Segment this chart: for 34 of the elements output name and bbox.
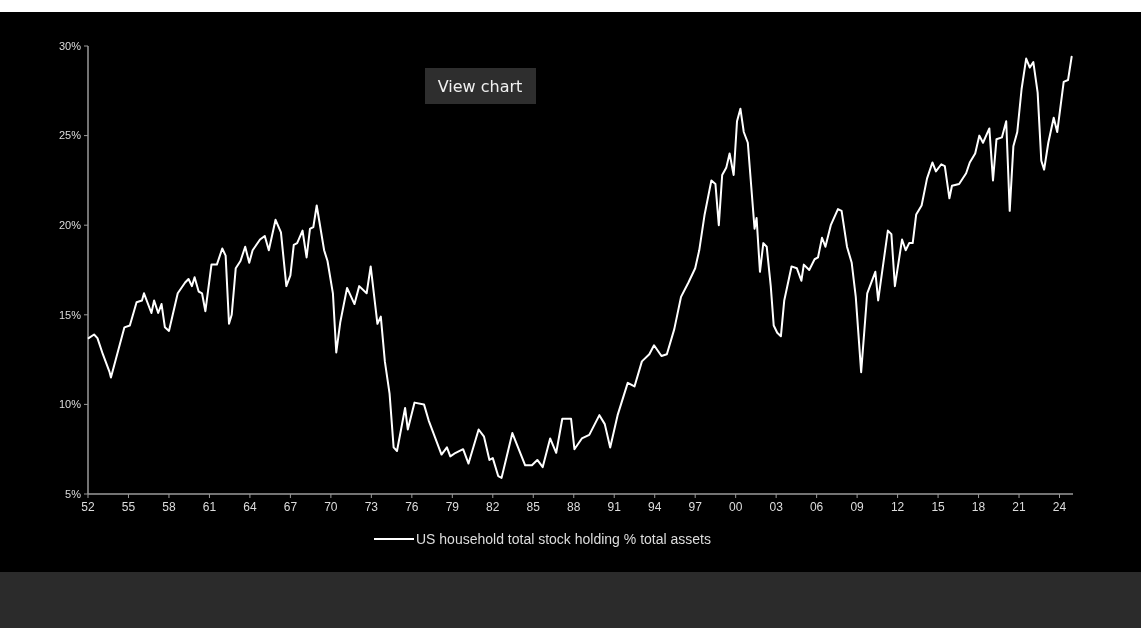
x-tick-label: 82 xyxy=(486,500,500,514)
x-tick-label: 24 xyxy=(1052,500,1067,514)
legend-label: US household total stock holding % total assets xyxy=(416,530,711,547)
y-tick-label: 25% xyxy=(58,129,82,142)
y-tick-label: 15% xyxy=(58,308,82,321)
x-tick-label: 12 xyxy=(890,500,905,514)
x-tick-label: 73 xyxy=(364,500,379,514)
x-tick-label: 76 xyxy=(405,500,419,514)
annotation: View chart xyxy=(437,76,523,96)
x-tick-label: 03 xyxy=(769,500,784,514)
y-tick-label: 30% xyxy=(58,39,82,52)
x-tick-label: 58 xyxy=(162,500,176,514)
x-tick-label: 61 xyxy=(202,500,217,514)
x-tick-label: 15 xyxy=(931,500,946,514)
x-tick-label: 67 xyxy=(283,500,298,514)
x-tick-label: 55 xyxy=(121,500,136,514)
x-tick-label: 91 xyxy=(607,500,622,514)
x-tick-label: 94 xyxy=(648,500,662,514)
x-tick-label: 06 xyxy=(809,500,824,514)
x-tick-label: 88 xyxy=(567,500,581,514)
y-tick-label: 20% xyxy=(58,219,82,232)
x-tick-label: 52 xyxy=(81,500,95,514)
y-tick-label: 5% xyxy=(65,487,82,500)
x-tick-label: 00 xyxy=(728,500,743,514)
x-tick-label: 85 xyxy=(526,500,541,514)
x-tick-label: 70 xyxy=(324,500,338,514)
x-tick-label: 97 xyxy=(688,500,703,514)
x-tick-label: 18 xyxy=(971,500,986,514)
x-tick-label: 09 xyxy=(850,500,865,514)
y-tick-label: 10% xyxy=(58,398,82,411)
x-tick-label: 21 xyxy=(1012,500,1027,514)
line-series xyxy=(87,55,1073,479)
x-tick-label: 79 xyxy=(445,500,460,514)
x-tick-label: 64 xyxy=(243,500,257,514)
